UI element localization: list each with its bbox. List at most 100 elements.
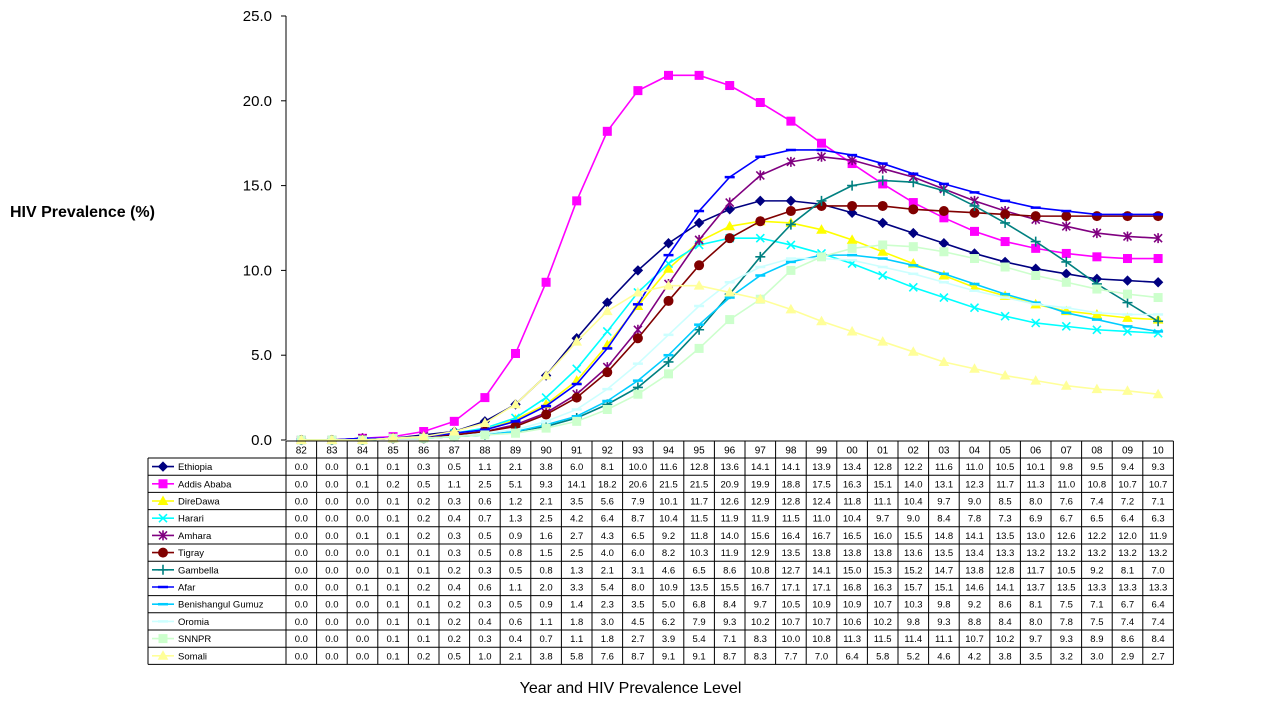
data-point bbox=[908, 282, 918, 292]
table-cell-value: 6.5 bbox=[692, 565, 705, 576]
y-tick-label: 0.0 bbox=[251, 432, 272, 449]
table-cell-value: 9.1 bbox=[692, 651, 705, 662]
data-point bbox=[602, 404, 612, 414]
data-point bbox=[847, 180, 858, 191]
x-tick-label: 01 bbox=[877, 446, 889, 457]
table-cell-value: 5.1 bbox=[509, 479, 522, 490]
table-cell-value: 9.3 bbox=[723, 617, 736, 628]
table-cell-value: 10.4 bbox=[659, 514, 678, 525]
data-point bbox=[1122, 211, 1133, 222]
table-cell-value: 6.3 bbox=[1151, 514, 1164, 525]
table-cell-value: 2.7 bbox=[1151, 651, 1164, 662]
legend-label: Afar bbox=[178, 583, 195, 594]
table-cell-value: 14.1 bbox=[782, 462, 801, 473]
table-cell-value: 0.0 bbox=[295, 565, 308, 576]
table-cell-value: 9.2 bbox=[1090, 565, 1103, 576]
data-point bbox=[816, 315, 827, 326]
table-cell-value: 16.0 bbox=[873, 531, 892, 542]
data-point bbox=[541, 409, 552, 420]
x-tick-label: 91 bbox=[571, 446, 583, 457]
data-point bbox=[511, 349, 520, 359]
data-point bbox=[1123, 289, 1132, 299]
data-point bbox=[157, 461, 169, 472]
table-cell-value: 10.2 bbox=[751, 617, 770, 628]
table-cell-value: 11.9 bbox=[1149, 531, 1167, 542]
data-point bbox=[448, 426, 460, 436]
table-cell-value: 1.1 bbox=[478, 462, 491, 473]
data-point bbox=[1030, 375, 1042, 385]
table-cell-value: 10.3 bbox=[904, 600, 923, 611]
data-point bbox=[846, 325, 858, 336]
table-cell-value: 12.6 bbox=[720, 497, 739, 508]
table-cell-value: 0.1 bbox=[386, 531, 399, 542]
table-cell-value: 0.0 bbox=[356, 514, 369, 525]
table-cell-value: 1.8 bbox=[570, 617, 583, 628]
data-point bbox=[1092, 228, 1102, 239]
data-point bbox=[1152, 388, 1164, 399]
table-cell-value: 12.8 bbox=[690, 462, 709, 473]
x-tick-label: 92 bbox=[602, 446, 614, 457]
table-cell-value: 0.0 bbox=[325, 548, 338, 559]
table-cell-value: 0.5 bbox=[478, 531, 491, 542]
table-cell-value: 0.1 bbox=[386, 651, 399, 662]
table-cell-value: 5.8 bbox=[876, 651, 889, 662]
table-cell-value: 1.1 bbox=[570, 634, 583, 645]
series-snnpr bbox=[296, 240, 1163, 445]
table-cell-value: 10.4 bbox=[843, 514, 862, 525]
data-point bbox=[970, 226, 979, 236]
table-cell-value: 0.0 bbox=[356, 600, 369, 611]
table-cell-value: 0.1 bbox=[386, 634, 399, 645]
table-cell-value: 4.5 bbox=[631, 617, 644, 628]
data-point bbox=[786, 240, 796, 250]
table-cell-value: 17.5 bbox=[812, 479, 831, 490]
data-point bbox=[571, 392, 582, 403]
table-cell-value: 0.0 bbox=[325, 634, 338, 645]
table-cell-value: 16.3 bbox=[843, 479, 862, 490]
data-point bbox=[938, 185, 949, 196]
data-point bbox=[1152, 277, 1164, 288]
table-cell-value: 6.8 bbox=[692, 600, 705, 611]
table-cell-value: 0.6 bbox=[478, 497, 491, 508]
table-cell-value: 11.7 bbox=[1027, 565, 1045, 576]
table-cell-value: 0.1 bbox=[417, 565, 430, 576]
table-cell-value: 0.1 bbox=[386, 462, 399, 473]
table-cell-value: 0.2 bbox=[417, 651, 430, 662]
data-point bbox=[1123, 254, 1132, 264]
data-point bbox=[1122, 385, 1133, 395]
table-cell-value: 0.5 bbox=[448, 462, 461, 473]
table-cell-value: 0.1 bbox=[417, 617, 430, 628]
legend-label: Harari bbox=[178, 514, 204, 525]
table-cell-value: 12.2 bbox=[904, 462, 923, 473]
data-point bbox=[540, 370, 552, 380]
table-cell-value: 9.8 bbox=[1060, 462, 1073, 473]
table-cell-value: 1.5 bbox=[539, 548, 552, 559]
table-cell-value: 0.0 bbox=[325, 479, 338, 490]
table-cell-value: 12.8 bbox=[996, 565, 1015, 576]
series-line bbox=[301, 74, 1159, 441]
table-cell-value: 13.3 bbox=[1149, 583, 1168, 594]
table-cell-value: 9.8 bbox=[937, 600, 950, 611]
table-cell-value: 1.3 bbox=[570, 565, 583, 576]
data-point bbox=[999, 370, 1011, 380]
data-point bbox=[157, 495, 169, 505]
table-cell-value: 6.0 bbox=[631, 548, 644, 559]
data-point bbox=[479, 417, 491, 428]
table-cell-value: 10.4 bbox=[904, 497, 923, 508]
table-cell-value: 7.1 bbox=[1151, 497, 1164, 508]
table-cell-value: 7.9 bbox=[631, 497, 644, 508]
table-cell-value: 0.1 bbox=[356, 479, 369, 490]
table-cell-value: 0.1 bbox=[386, 548, 399, 559]
table-cell-value: 0.0 bbox=[325, 600, 338, 611]
table-cell-value: 14.8 bbox=[935, 531, 954, 542]
table-cell-value: 11.9 bbox=[721, 514, 739, 525]
data-point bbox=[908, 242, 918, 252]
table-cell-value: 6.5 bbox=[631, 531, 644, 542]
data-point bbox=[633, 389, 643, 399]
legend-label: SNNPR bbox=[178, 634, 211, 645]
x-tick-label: 97 bbox=[755, 446, 767, 457]
data-point bbox=[1000, 217, 1011, 228]
legend-entry: Benishangul Gumuz bbox=[152, 600, 264, 611]
data-point bbox=[1060, 380, 1072, 390]
table-cell-value: 8.0 bbox=[631, 583, 644, 594]
table-cell-value: 10.6 bbox=[843, 617, 862, 628]
